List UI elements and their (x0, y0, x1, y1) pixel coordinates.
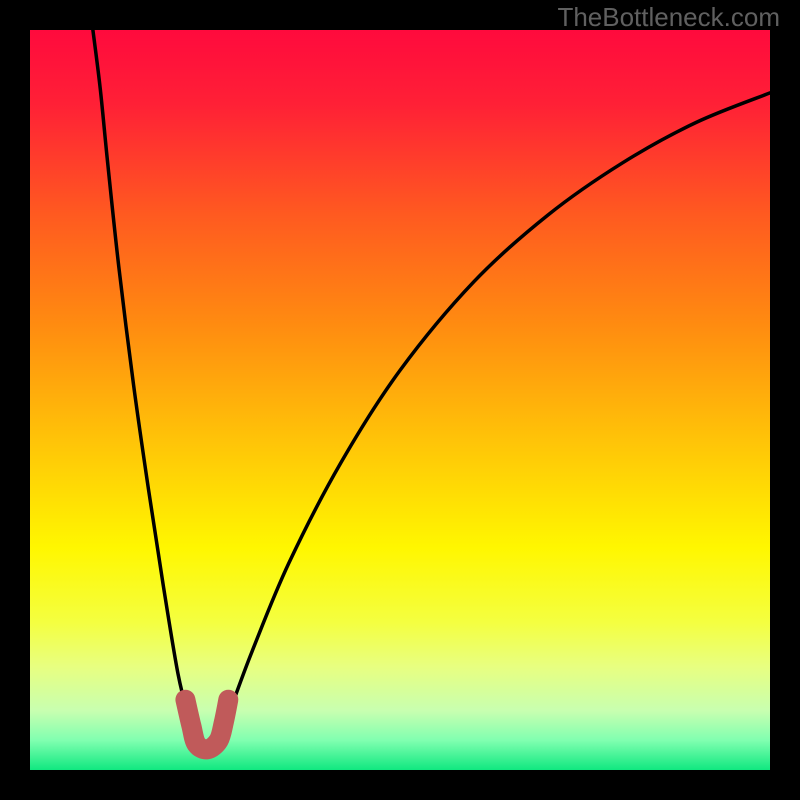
border-right (770, 0, 800, 800)
watermark-text: TheBottleneck.com (557, 2, 780, 32)
border-bottom (0, 770, 800, 800)
bottleneck-chart: TheBottleneck.com (0, 0, 800, 800)
border-left (0, 0, 30, 800)
chart-svg: TheBottleneck.com (0, 0, 800, 800)
